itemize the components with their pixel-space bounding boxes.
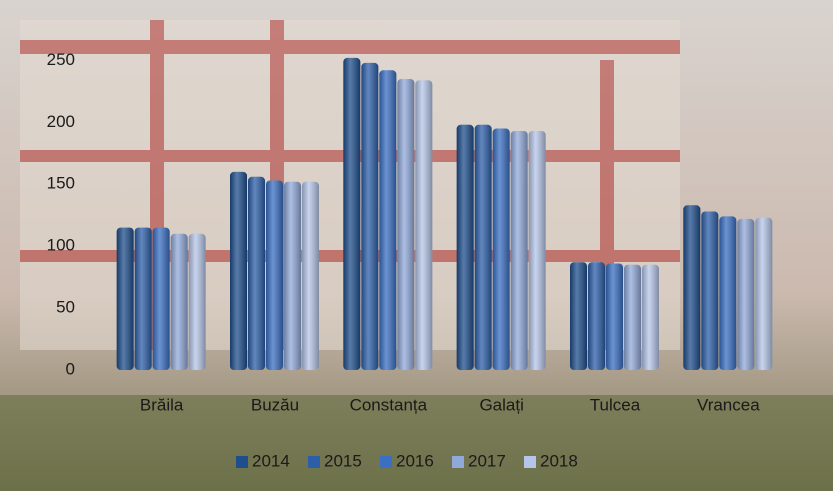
bar: [755, 217, 773, 370]
y-tick-label: 200: [47, 112, 75, 131]
bar: [284, 181, 301, 370]
bar: [170, 233, 188, 370]
x-tick-label: Brăila: [140, 395, 184, 414]
bar: [737, 218, 755, 370]
bar: [266, 180, 283, 370]
bar: [230, 171, 247, 370]
bar: [152, 227, 170, 370]
bar: [188, 233, 206, 370]
legend-label: 2016: [396, 451, 434, 470]
x-tick-label: Constanța: [350, 395, 428, 414]
x-tick-label: Buzău: [251, 395, 299, 414]
legend-label: 2018: [540, 451, 578, 470]
legend-label: 2014: [252, 451, 290, 470]
bar: [474, 124, 492, 371]
bar: [134, 227, 152, 370]
bar: [624, 264, 641, 370]
bar: [719, 216, 737, 370]
y-tick-label: 150: [47, 174, 75, 193]
bar: [456, 124, 474, 371]
x-tick-label: Tulcea: [590, 395, 641, 414]
legend-swatch: [308, 456, 320, 468]
legend-swatch: [236, 456, 248, 468]
y-tick-label: 50: [56, 298, 75, 317]
bar: [116, 227, 134, 370]
bar: [379, 70, 397, 371]
bar: [302, 181, 319, 370]
y-tick-label: 0: [66, 359, 75, 378]
y-tick-label: 100: [47, 236, 75, 255]
bar: [642, 264, 659, 370]
bar: [683, 205, 701, 370]
bar: [343, 57, 361, 371]
legend-swatch: [524, 456, 536, 468]
legend-swatch: [452, 456, 464, 468]
bar: [397, 78, 415, 370]
bar: [361, 62, 379, 370]
bar: [588, 262, 605, 370]
bar: [570, 262, 587, 370]
bar: [528, 130, 546, 370]
bar: [606, 263, 623, 370]
bar: [701, 211, 719, 370]
legend-label: 2015: [324, 451, 362, 470]
bar: [415, 80, 433, 370]
y-tick-label: 250: [47, 50, 75, 69]
bar: [492, 128, 510, 370]
bar: [510, 130, 528, 370]
legend-swatch: [380, 456, 392, 468]
x-tick-label: Vrancea: [697, 395, 760, 414]
legend-label: 2017: [468, 451, 506, 470]
x-tick-label: Galați: [479, 395, 523, 414]
bar: [248, 176, 265, 370]
